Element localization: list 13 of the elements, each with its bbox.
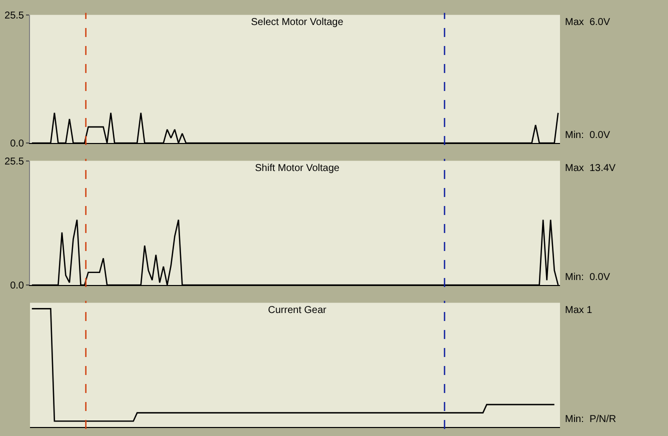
- chart-title: Shift Motor Voltage: [255, 163, 340, 174]
- y-tick-label: 0.0: [10, 280, 24, 292]
- text: Max 1: [565, 305, 593, 316]
- text: Min: P/N/R: [565, 414, 616, 425]
- chart-title: Current Gear: [268, 305, 328, 316]
- text: Max 6.0V: [565, 17, 610, 28]
- text: Min: 0.0V: [565, 272, 610, 283]
- y-tick-label: 25.5: [4, 156, 24, 168]
- y-tick-label: 0.0: [10, 138, 24, 150]
- text: Max 13.4V: [565, 163, 616, 174]
- chart-title: Select Motor Voltage: [251, 17, 344, 28]
- y-tick-label: 25.5: [4, 10, 24, 22]
- text: Min: 0.0V: [565, 130, 610, 141]
